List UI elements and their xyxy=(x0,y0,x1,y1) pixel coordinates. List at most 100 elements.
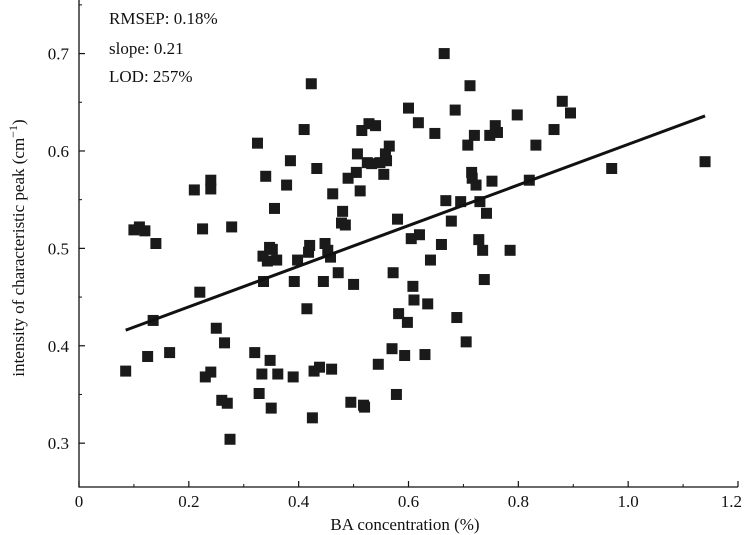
data-point xyxy=(164,347,176,359)
data-point xyxy=(288,275,300,287)
data-point xyxy=(359,401,371,413)
x-axis-title: BA concentration (%) xyxy=(330,515,479,534)
data-point xyxy=(271,254,283,266)
data-point xyxy=(221,397,233,409)
data-point xyxy=(351,148,363,160)
data-point xyxy=(386,343,398,355)
data-point xyxy=(219,337,231,349)
lod-label: LOD: 257% xyxy=(109,67,193,86)
data-point xyxy=(379,148,391,160)
data-point xyxy=(462,139,474,151)
data-point xyxy=(470,179,482,191)
data-point xyxy=(287,371,299,383)
x-tick-label: 0.6 xyxy=(398,492,419,511)
regression-line xyxy=(125,114,706,332)
data-point xyxy=(387,267,399,279)
data-point xyxy=(699,156,711,168)
data-point xyxy=(484,129,496,141)
data-point xyxy=(548,124,560,136)
data-point xyxy=(466,166,478,178)
data-point xyxy=(226,221,238,233)
data-point xyxy=(301,303,313,315)
data-point xyxy=(261,255,273,267)
data-point xyxy=(407,280,419,292)
data-point xyxy=(403,102,414,114)
data-point xyxy=(390,388,402,400)
data-point xyxy=(224,433,236,445)
data-point xyxy=(197,223,209,235)
data-point xyxy=(322,244,334,256)
data-point xyxy=(405,233,417,245)
data-point xyxy=(348,278,360,290)
data-point xyxy=(424,254,436,266)
data-point xyxy=(120,365,132,377)
data-point xyxy=(464,80,476,92)
data-point xyxy=(205,174,217,186)
data-point xyxy=(311,163,323,175)
data-point xyxy=(399,350,411,362)
data-point xyxy=(332,267,344,279)
data-point xyxy=(374,157,386,169)
y-axis-title: intensity of characteristic peak (cm−1) xyxy=(6,119,28,376)
data-point xyxy=(345,396,357,408)
data-point xyxy=(473,234,485,246)
data-point xyxy=(466,172,478,184)
data-point xyxy=(422,298,434,310)
data-point xyxy=(370,120,382,132)
data-point xyxy=(339,219,351,231)
data-point xyxy=(317,275,329,287)
data-point xyxy=(489,120,501,132)
data-point xyxy=(451,312,463,324)
data-point xyxy=(401,316,413,328)
data-point xyxy=(298,124,310,136)
data-point xyxy=(354,185,366,197)
data-point xyxy=(429,127,441,139)
data-point xyxy=(381,155,393,167)
data-point xyxy=(139,225,151,237)
x-tick-label: 1.0 xyxy=(618,492,639,511)
y-tick-label: 0.5 xyxy=(48,239,69,258)
data-point xyxy=(256,368,268,380)
data-point xyxy=(281,179,293,191)
data-point xyxy=(445,215,457,227)
data-point xyxy=(306,412,318,424)
data-point xyxy=(251,137,263,149)
data-point xyxy=(150,238,162,249)
data-point xyxy=(511,109,523,121)
x-tick-label: 0.8 xyxy=(508,492,529,511)
data-point xyxy=(393,308,405,320)
data-point xyxy=(253,387,265,399)
data-point xyxy=(188,184,200,196)
data-point xyxy=(419,349,431,361)
data-point xyxy=(350,166,362,178)
data-point xyxy=(264,354,276,366)
data-point xyxy=(337,205,349,217)
x-tick-label: 1.2 xyxy=(721,492,742,511)
y-axis-ticks: 0.3 0.4 0.5 0.6 0.7 xyxy=(48,4,85,453)
data-point xyxy=(486,175,498,187)
y-axis-title-superscript: −1 xyxy=(6,125,20,138)
data-point xyxy=(372,358,384,370)
data-point xyxy=(383,140,395,152)
data-point xyxy=(266,243,278,255)
data-point xyxy=(269,202,281,214)
data-point xyxy=(363,118,375,130)
data-point xyxy=(142,350,154,362)
data-point xyxy=(305,78,317,90)
data-point xyxy=(491,126,503,138)
data-point xyxy=(606,163,618,175)
data-point xyxy=(314,361,326,373)
y-tick-label: 0.7 xyxy=(48,45,70,64)
data-point xyxy=(460,336,472,348)
data-point xyxy=(435,238,447,250)
y-axis-title-tail: ) xyxy=(9,119,28,125)
data-point xyxy=(304,239,316,251)
data-point xyxy=(378,168,390,180)
x-tick-label: 0 xyxy=(75,492,84,511)
data-point xyxy=(319,238,331,249)
data-point xyxy=(326,363,338,375)
data-point xyxy=(440,195,452,207)
data-point xyxy=(565,107,577,119)
data-point xyxy=(265,402,277,414)
